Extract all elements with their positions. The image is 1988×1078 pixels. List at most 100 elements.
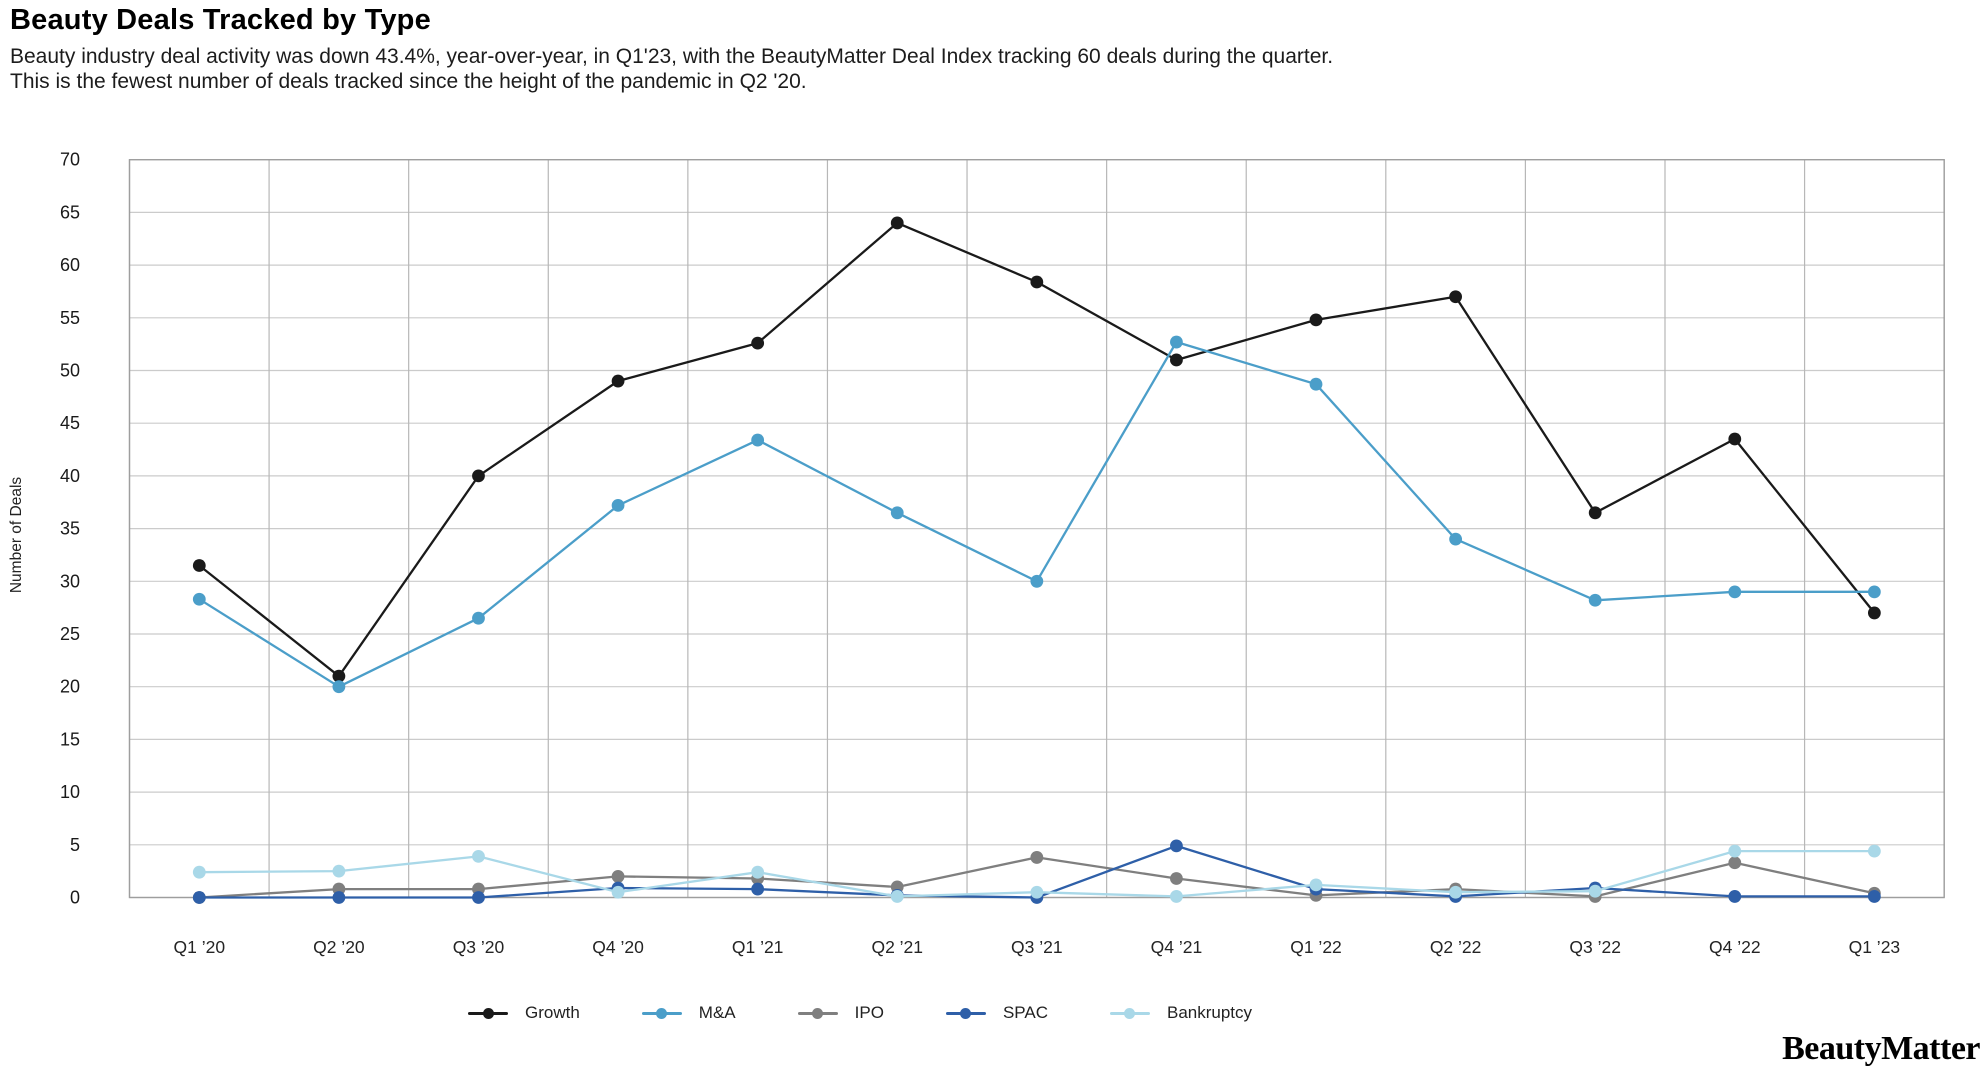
legend-dot — [1124, 1007, 1136, 1019]
data-point-m&a-13 — [1867, 585, 1881, 599]
y-tick-label: 65 — [60, 202, 80, 222]
data-point-growth-11 — [1588, 506, 1602, 520]
data-point-growth-10 — [1449, 290, 1463, 304]
beautymatter-logo: BeautyMatter — [1782, 1030, 1980, 1067]
data-point-spac-12 — [1728, 890, 1742, 903]
legend-item-growth: Growth — [468, 1003, 580, 1023]
x-axis-label: Q2 ’22 — [1430, 937, 1482, 957]
legend-label: SPAC — [1002, 1003, 1048, 1022]
data-point-bankruptcy-2 — [332, 864, 346, 878]
legend-dot — [656, 1007, 668, 1019]
y-tick-label: 40 — [60, 466, 80, 486]
legend-label: Bankruptcy — [1166, 1003, 1253, 1022]
data-point-growth-2 — [332, 669, 346, 683]
data-point-bankruptcy-8 — [1170, 890, 1183, 903]
legend-label: IPO — [854, 1003, 884, 1022]
legend-item-m&a: M&A — [641, 1003, 736, 1023]
data-point-bankruptcy-1 — [192, 865, 206, 879]
data-point-growth-8 — [1170, 353, 1183, 367]
data-point-m&a-12 — [1728, 585, 1742, 599]
y-tick-label: 10 — [60, 782, 80, 802]
y-tick-label: 35 — [60, 519, 80, 539]
x-axis-label: Q1 ’21 — [732, 937, 784, 957]
x-axis-label: Q2 ’21 — [871, 937, 923, 957]
data-point-ipo-8 — [1170, 872, 1183, 885]
x-axis-label: Q3 ’20 — [453, 937, 505, 957]
data-point-growth-4 — [611, 374, 625, 388]
y-tick-label: 20 — [60, 677, 80, 697]
data-point-ipo-12 — [1728, 856, 1742, 870]
legend-dot — [812, 1007, 824, 1019]
chart-subtitle: Beauty industry deal activity was down 4… — [10, 45, 1333, 94]
legend-item-spac: SPAC — [945, 1003, 1048, 1023]
legend-item-ipo: IPO — [797, 1003, 884, 1023]
x-axis-label: Q4 ’22 — [1709, 937, 1761, 957]
data-point-growth-3 — [472, 469, 485, 483]
data-point-bankruptcy-5 — [751, 865, 765, 879]
y-tick-label: 25 — [60, 624, 80, 644]
y-tick-label: 55 — [60, 308, 80, 328]
legend-item-bankruptcy: Bankruptcy — [1109, 1003, 1253, 1023]
series-line-growth — [198, 221, 1876, 678]
data-point-growth-7 — [1030, 275, 1044, 289]
page-title: Beauty Deals Tracked by Type — [10, 4, 431, 36]
x-axis-label: Q1 ’20 — [174, 937, 226, 957]
subtitle-line-1: Beauty industry deal activity was down 4… — [10, 45, 1334, 68]
data-point-bankruptcy-6 — [890, 890, 904, 903]
legend-marker-icon — [945, 1006, 986, 1020]
data-point-m&a-4 — [611, 499, 625, 512]
y-tick-label: 60 — [60, 255, 80, 275]
y-tick-label: 30 — [60, 571, 80, 591]
data-point-m&a-2 — [332, 680, 346, 694]
x-axis-label: Q3 ’22 — [1569, 937, 1621, 957]
data-point-m&a-5 — [751, 433, 765, 447]
y-tick-label: 45 — [60, 413, 80, 433]
data-point-bankruptcy-10 — [1449, 885, 1463, 899]
legend-marker-icon — [1109, 1006, 1150, 1020]
data-point-m&a-11 — [1588, 593, 1602, 607]
chart-legend: Growth M&A IPO SPAC Bankruptcy — [468, 999, 1252, 1027]
x-axis-label: Q3 ’21 — [1011, 937, 1063, 957]
data-point-growth-5 — [751, 336, 765, 350]
data-point-spac-2 — [332, 891, 346, 904]
y-tick-label: 0 — [70, 888, 80, 908]
legend-dot — [482, 1007, 494, 1019]
data-point-m&a-6 — [890, 506, 904, 520]
data-point-m&a-7 — [1030, 574, 1044, 588]
x-axis-label: Q4 ’20 — [592, 937, 644, 957]
data-point-growth-6 — [890, 216, 904, 230]
x-axis-label: Q1 ’23 — [1849, 937, 1901, 957]
x-axis-label: Q2 ’20 — [313, 937, 365, 957]
legend-label: M&A — [698, 1003, 736, 1022]
data-point-growth-13 — [1867, 606, 1881, 620]
data-point-growth-12 — [1728, 432, 1742, 446]
y-tick-label: 15 — [60, 729, 80, 749]
data-point-spac-1 — [192, 891, 206, 904]
y-tick-label: 50 — [60, 361, 80, 381]
data-point-bankruptcy-3 — [472, 849, 485, 863]
data-point-m&a-3 — [472, 611, 485, 625]
y-tick-label: 5 — [70, 835, 80, 855]
legend-marker-icon — [641, 1006, 682, 1020]
data-point-bankruptcy-7 — [1030, 885, 1044, 899]
data-point-bankruptcy-13 — [1867, 844, 1881, 858]
legend-dot — [960, 1007, 972, 1019]
x-axis-label: Q4 ’21 — [1151, 937, 1203, 957]
data-point-bankruptcy-9 — [1309, 878, 1323, 892]
legend-label: Growth — [525, 1003, 580, 1022]
data-point-bankruptcy-4 — [611, 885, 625, 899]
data-point-m&a-1 — [192, 592, 206, 606]
data-point-bankruptcy-12 — [1728, 844, 1742, 858]
subtitle-line-2: This is the fewest number of deals track… — [10, 69, 807, 93]
data-point-m&a-8 — [1170, 335, 1183, 349]
data-point-m&a-10 — [1449, 532, 1463, 546]
data-point-growth-9 — [1309, 313, 1323, 327]
data-point-spac-5 — [751, 882, 765, 896]
data-point-m&a-9 — [1309, 377, 1323, 391]
legend-marker-icon — [797, 1006, 838, 1020]
data-point-spac-13 — [1867, 890, 1881, 903]
data-point-spac-3 — [472, 891, 485, 904]
y-tick-label: 70 — [60, 150, 80, 170]
legend-marker-icon — [468, 1006, 508, 1020]
